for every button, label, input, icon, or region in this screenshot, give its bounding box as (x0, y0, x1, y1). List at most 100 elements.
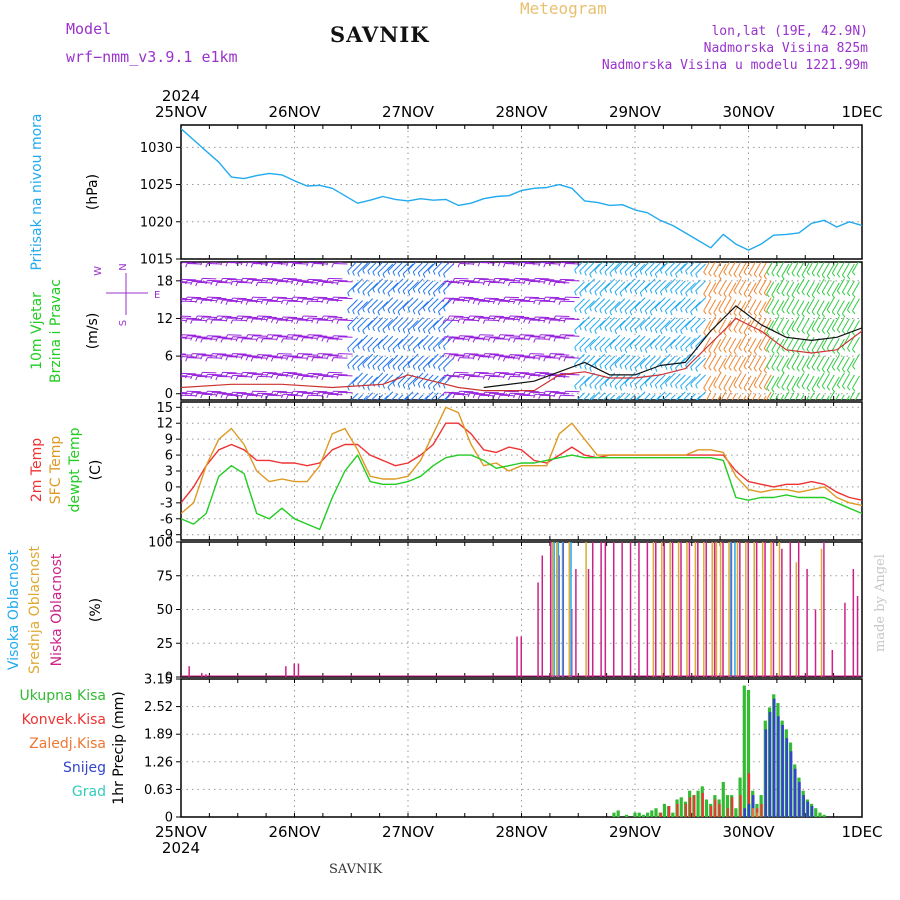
wind-barb (644, 300, 656, 311)
wind-barb-flag (538, 395, 541, 400)
wind-barb-flag (452, 372, 456, 377)
wind-barb (763, 297, 772, 311)
wind-barb (685, 354, 696, 366)
wind-barb-flag (548, 297, 551, 303)
wind-barb (771, 282, 780, 296)
wind-barb (660, 375, 671, 387)
wind-barb-flag (543, 335, 546, 340)
wind-barb-flag (801, 385, 805, 390)
temperature-ytick-label: 3 (165, 465, 173, 480)
wind-barb-flag (362, 330, 365, 335)
wind-barb-flag (841, 274, 846, 279)
wind-barb (407, 262, 417, 271)
wind-barb (733, 372, 742, 386)
precip-ytick-label: 0.63 (144, 783, 173, 798)
wind-barb (826, 280, 835, 294)
wind-barb-flag (326, 372, 329, 377)
wind-barb-flag (776, 273, 780, 278)
wind-barb-flag (417, 289, 421, 294)
wind-barb-flag (619, 270, 623, 275)
wind-barb-flag (225, 395, 229, 400)
wind-barb (781, 357, 790, 371)
wind-barb-flag (296, 336, 299, 341)
mid-cloud-bar (585, 542, 587, 677)
wind-barb-flag (205, 391, 208, 396)
wind-barb-flag (225, 317, 229, 322)
wind-barb-flag (452, 338, 456, 343)
wind-barb-flag (442, 297, 445, 303)
wind-barb-flag (452, 316, 456, 321)
wind-barb-flag (826, 309, 831, 314)
precip-bars (612, 685, 826, 817)
wind-axis-title: 10m Vjetar (29, 292, 45, 370)
wind-barb (801, 301, 810, 315)
total-precip-bar (646, 812, 650, 817)
wind-barb-flag (528, 392, 531, 397)
wind-barb-flag (185, 318, 188, 323)
convective-precip-bar (689, 797, 692, 817)
wind-barb (599, 376, 611, 388)
wind-barb-flag (584, 327, 587, 332)
wind-barb-flag (609, 289, 613, 294)
wind-barb-flag (407, 291, 411, 296)
wind-barb-flag (195, 337, 198, 342)
precip-panel: 00.631.261.892.523.15 (144, 673, 863, 826)
wind-barb-flag (649, 344, 653, 350)
wind-barb-flag (776, 312, 780, 317)
wind-barb (643, 393, 651, 400)
wind-barb-flag (831, 311, 836, 316)
mid-cloud-bar (728, 542, 730, 677)
wind-barb-flag (723, 349, 727, 353)
wind-barb-flag (190, 262, 192, 264)
wind-barb-flag (852, 310, 856, 315)
wind-barb (826, 395, 830, 400)
wind-barb-flag (733, 384, 737, 389)
wind-barb (796, 355, 805, 369)
wind-barb (422, 357, 434, 369)
wind-barb (397, 334, 409, 346)
wind-barb (723, 298, 732, 312)
wind-barb-flag (467, 376, 471, 381)
wind-barb (703, 298, 712, 312)
precip-legend-3: Zaledj.Kisa (29, 736, 106, 752)
wind-barb-flag (690, 328, 693, 333)
wind-barb-flag (738, 368, 742, 373)
wind-barb-flag (766, 271, 770, 276)
wind-barb (831, 376, 840, 390)
wind-barb (786, 262, 794, 273)
wind-barb-flag (215, 315, 218, 320)
wind-barb-flag (624, 288, 628, 293)
wind-barb-flag (523, 280, 526, 285)
wind-barb (708, 354, 717, 368)
wind-barb-flag (758, 291, 763, 296)
cloud-bars (181, 542, 862, 677)
wind-barb (711, 393, 717, 400)
wind-barb-flag (816, 367, 821, 372)
clouds-ytick-label: 0 (165, 671, 173, 686)
wind-barb-flag (210, 281, 213, 286)
wind-barb-flag (728, 388, 732, 393)
low-cloud-bar (680, 542, 682, 677)
wind-barb-flag (513, 355, 516, 360)
wind-barb-flag (738, 385, 742, 390)
wind-barb (796, 372, 805, 386)
wind-barb-flag (230, 281, 234, 286)
wind-barb-flag (816, 290, 821, 295)
wind-barb (412, 317, 424, 328)
wind-barb-flag (477, 334, 481, 339)
wind-barb-flag (442, 353, 445, 358)
wind-barb-flag (240, 355, 244, 360)
wind-barb-flag (195, 354, 198, 359)
wind-barb-flag (675, 273, 678, 278)
wind-barb (377, 373, 389, 385)
wind-barb-flag (826, 292, 831, 297)
wind-barb-flag (482, 319, 486, 324)
wind-barb-flag (791, 328, 795, 333)
wind-barb (367, 299, 379, 310)
wind-barb-flag (548, 336, 551, 341)
wind-barb-flag (796, 329, 800, 334)
wind-barb-flag (664, 327, 668, 332)
wind-barb (821, 262, 830, 276)
wind-barb (629, 373, 641, 385)
wind-barb-flag (841, 313, 846, 318)
